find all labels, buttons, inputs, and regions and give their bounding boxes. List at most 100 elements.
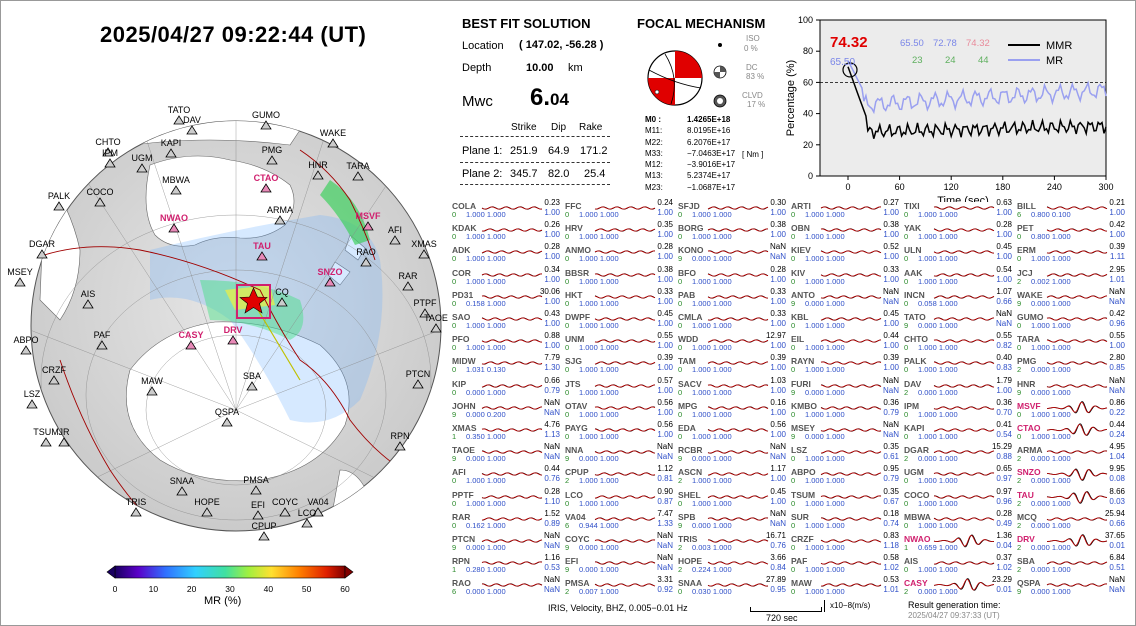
- station-name: DRV: [1017, 534, 1035, 544]
- variance: 0.42: [1109, 309, 1125, 318]
- weights: 1.000 1.000: [466, 498, 506, 508]
- station-marker: [419, 308, 431, 318]
- weight-flag: 2: [1017, 543, 1022, 552]
- weights: 1.000 1.000: [805, 587, 845, 597]
- station-label: WAKE: [320, 128, 346, 138]
- station-pmg: PMG: [262, 145, 282, 165]
- mr-value: 0.87: [657, 496, 673, 506]
- clvd-value: 17 %: [747, 100, 766, 109]
- waveform-pmsa: PMSA 3.31 0.92 2 0.007 1.000: [563, 575, 673, 597]
- station-name: PET: [1017, 223, 1034, 234]
- waveform-trace: [820, 250, 882, 254]
- waveform-trace: [820, 583, 882, 587]
- station-marker: [168, 223, 180, 233]
- waveform-kapi: KAPI 0.41 0.54 0 1.000 1.000: [902, 420, 1012, 442]
- variance: 8.66: [1109, 486, 1125, 496]
- waveform-trace: [707, 206, 769, 210]
- weights: 1.000 1.000: [692, 210, 732, 219]
- station-name: PMSA: [565, 578, 590, 589]
- weights: 1.000 1.000: [579, 432, 619, 441]
- waveform-casy: CASY 23.29 0.01 2 0.000 1.000: [902, 575, 1012, 597]
- station-marker: [58, 437, 70, 447]
- waveform-trace: [594, 272, 656, 277]
- weight-flag: 0: [1017, 343, 1022, 353]
- station-name: ARTI: [791, 201, 811, 211]
- weights: 1.000 1.000: [692, 409, 732, 419]
- station-marker: [146, 386, 158, 396]
- station-name: BBSR: [565, 267, 590, 278]
- weights: 1.000 1.000: [466, 276, 506, 286]
- weight-flag: 0: [791, 232, 796, 242]
- station-name: PTCN: [452, 534, 476, 544]
- tensor-row: M11: 8.0195E+16: [645, 125, 775, 136]
- mr-value: 0.66: [1109, 518, 1125, 528]
- waveform-trace: [1046, 561, 1108, 565]
- beachball-quadrant-1: [675, 51, 702, 78]
- generation-label: Result generation time:: [908, 600, 1001, 610]
- mw-value: 6.04: [530, 84, 569, 112]
- waveform-bill: BILL 0.21 1.00 6 0.800 0.100: [1015, 198, 1125, 220]
- mr-value: 1.00: [657, 230, 673, 240]
- station-name: SNZO: [1017, 467, 1041, 478]
- weights: 0.000 0.200: [466, 409, 506, 419]
- weight-flag: 0: [565, 432, 570, 441]
- colorbar-tick: 0: [113, 584, 118, 594]
- waveform-adk: ADK 0.28 1.00 0 1.000 1.000: [450, 242, 560, 264]
- variance: 1.12: [657, 464, 673, 474]
- weights: 1.000 1.000: [805, 254, 845, 264]
- waveform-tam: TAM 0.39 1.00 0 1.000 1.000: [676, 353, 786, 375]
- mr-value: 0.01: [1109, 541, 1125, 550]
- waveform-tixi: TIXI 0.63 1.00 0 1.000 1.000: [902, 198, 1012, 220]
- station-tato: TATO: [168, 105, 190, 125]
- mr-value: 0.79: [883, 474, 899, 484]
- waveform-qspa: QSPA NaN NaN 9 0.000 1.000: [1015, 575, 1125, 597]
- waveform-cola: COLA 0.23 1.00 0 1.000 1.000: [450, 198, 560, 220]
- waveform-trace: [1046, 383, 1108, 388]
- station-mbwa: MBWA: [162, 175, 190, 195]
- station-name: OTAV: [565, 400, 588, 411]
- weight-flag: 0: [904, 565, 909, 575]
- station-name: UGM: [904, 467, 924, 478]
- mr-value: 1.00: [770, 274, 786, 284]
- variance: 0.42: [1109, 220, 1125, 230]
- mr-value: 1.33: [657, 518, 673, 528]
- time-scale-label: 720 sec: [766, 613, 798, 623]
- plate-boundary: [31, 246, 421, 481]
- waveform-sjg: SJG 0.39 1.00 0 1.000 1.000: [563, 353, 673, 375]
- waveform-bbsr: BBSR 0.38 1.00 0 1.000 1.000: [563, 265, 673, 287]
- variance: 0.56: [770, 420, 786, 429]
- weights: 0.000 1.000: [579, 454, 619, 464]
- station-marker: [402, 281, 414, 291]
- mr-value: 1.00: [657, 407, 673, 417]
- station-name: KIV: [791, 267, 806, 278]
- waveform-trace: [481, 406, 543, 410]
- station-label: LSZ: [24, 389, 41, 399]
- station-name: ANTO: [791, 289, 815, 300]
- mechanism-title: FOCAL MECHANISM: [637, 16, 766, 31]
- station-name: BFO: [678, 267, 696, 278]
- mr-time-graph: 0 20 40 60 80 100 0 60 120 180 240 300 Percentage (%…: [785, 15, 1114, 202]
- weight-flag: 0: [565, 276, 570, 286]
- tensor-key: M22:: [645, 137, 663, 147]
- weight-flag: 0: [452, 387, 457, 397]
- mr-value: NaN: [769, 518, 786, 528]
- epicenter-star: [239, 287, 268, 314]
- mr-value: 1.00: [1109, 230, 1125, 240]
- station-label: MAW: [141, 376, 163, 386]
- waveform-trace: [820, 428, 882, 432]
- colorbar-tick: 30: [225, 584, 235, 594]
- weights: 0.800 0.100: [1031, 210, 1071, 219]
- waveform-trace: [933, 383, 995, 388]
- station-label: COCO: [87, 187, 114, 197]
- weights: 1.000 1.000: [692, 387, 732, 397]
- mr-value: 0.97: [996, 474, 1012, 484]
- station-xmas: XMAS: [411, 239, 437, 259]
- station-marker: [412, 379, 424, 389]
- variance: 23.29: [991, 575, 1012, 585]
- grn-val: 44: [978, 55, 989, 66]
- tensor-value: 8.0195E+16: [687, 126, 731, 136]
- waveform-crzf: CRZF 0.83 1.18 0 1.000 1.000: [789, 531, 899, 553]
- legend-mr: MR: [1046, 55, 1063, 67]
- station-name: AFI: [452, 467, 466, 478]
- station-name: GUMO: [1017, 312, 1044, 322]
